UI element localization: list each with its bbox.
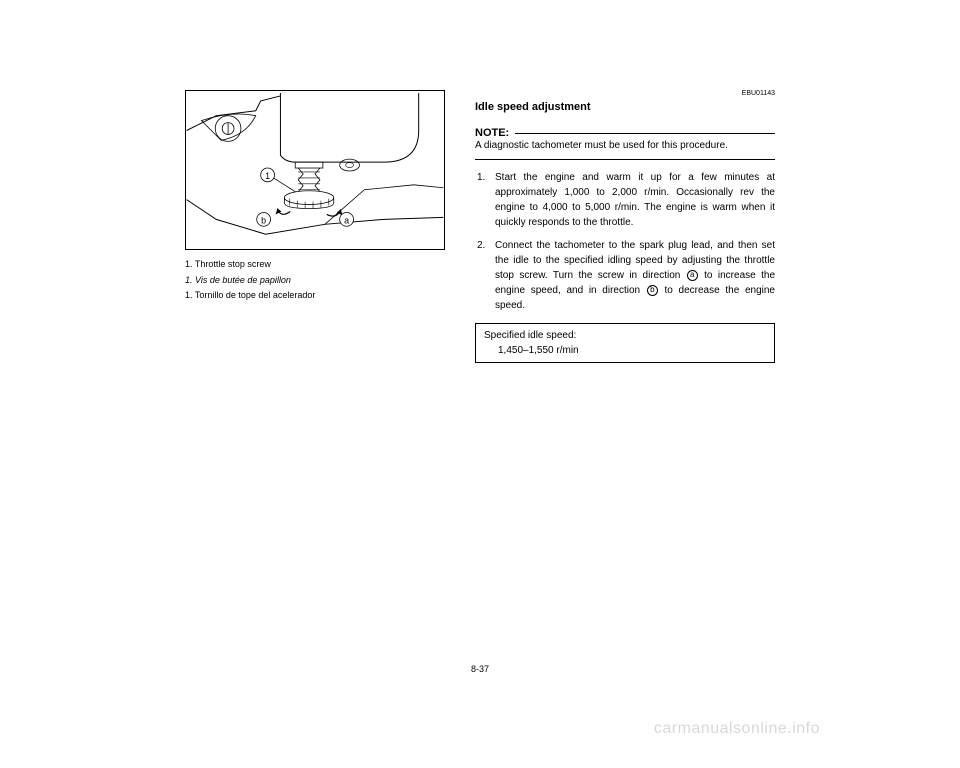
step-list: 1. Start the engine and warm it up for a… <box>475 170 775 313</box>
throttle-diagram-svg: 1 a b <box>186 91 444 249</box>
page-number: 8-37 <box>471 664 489 674</box>
page-container: 1 a b 1. Throttle stop screw 1. Vis de b… <box>185 90 775 363</box>
note-label: NOTE: <box>475 127 509 139</box>
step-2: 2. Connect the tachometer to the spark p… <box>475 238 775 313</box>
right-column: EBU01143 Idle speed adjustment NOTE: A d… <box>475 90 775 363</box>
throttle-figure: 1 a b <box>185 90 445 250</box>
caption-fr: 1. Vis de butée de papillon <box>185 274 455 288</box>
caption-en: 1. Throttle stop screw <box>185 258 455 272</box>
spec-box: Specified idle speed: 1,450–1,550 r/min <box>475 323 775 363</box>
watermark: carmanualsonline.info <box>654 720 820 738</box>
note-divider <box>475 159 775 160</box>
direction-a-icon: a <box>687 270 698 281</box>
section-title: Idle speed adjustment <box>475 101 775 113</box>
doc-code: EBU01143 <box>475 90 775 97</box>
note-line <box>515 133 775 134</box>
caption-es: 1. Tornillo de tope del acelerador <box>185 289 455 303</box>
spec-label: Specified idle speed: <box>484 330 766 341</box>
svg-text:a: a <box>344 215 349 225</box>
step-1-num: 1. <box>477 170 485 185</box>
spec-value: 1,450–1,550 r/min <box>484 345 766 356</box>
step-1: 1. Start the engine and warm it up for a… <box>475 170 775 230</box>
step-1-text: Start the engine and warm it up for a fe… <box>495 172 775 228</box>
direction-b-icon: b <box>647 285 658 296</box>
note-header: NOTE: <box>475 127 775 139</box>
svg-text:1: 1 <box>265 171 270 181</box>
left-column: 1 a b 1. Throttle stop screw 1. Vis de b… <box>185 90 455 363</box>
note-text: A diagnostic tachometer must be used for… <box>475 139 775 153</box>
svg-text:b: b <box>261 215 266 225</box>
step-2-num: 2. <box>477 238 485 253</box>
